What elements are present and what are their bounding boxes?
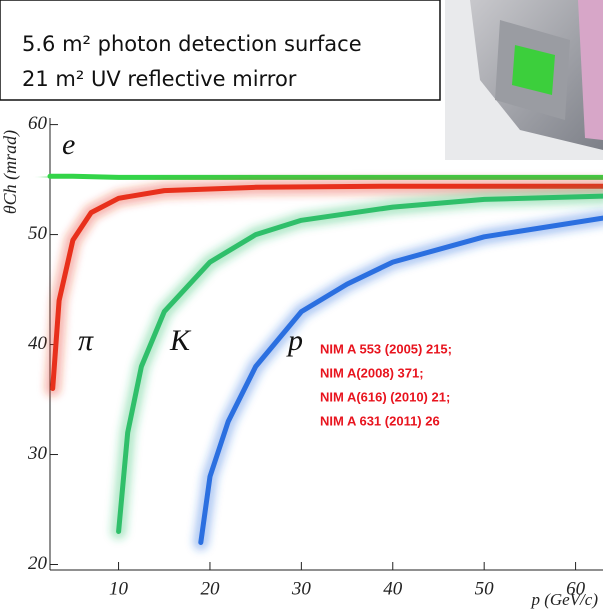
reference: NIM A 553 (2005) 215;: [320, 341, 452, 356]
reference: NIM A(616) (2010) 21;: [320, 389, 450, 404]
x-tick-label: 30: [291, 578, 312, 599]
band: [116, 193, 603, 534]
y-tick-label: 50: [28, 223, 48, 244]
y-tick-label: 40: [28, 333, 48, 354]
x-tick-label: 20: [200, 578, 220, 599]
x-tick-label: 40: [383, 578, 403, 599]
x-axis-label: p (GeV/c): [530, 590, 598, 609]
band: [50, 183, 603, 391]
y-axis-label: θCh (mrad): [0, 130, 21, 214]
particle-label: e: [62, 128, 75, 161]
x-tick-label: 60: [566, 578, 586, 599]
text-box: [0, 0, 441, 101]
reference: NIM A 631 (2011) 26: [320, 413, 440, 428]
x-tick-label: 50: [475, 578, 495, 599]
band: [198, 215, 603, 545]
y-tick-label: 20: [28, 553, 48, 574]
box-line: 5.6 m² photon detection surface: [22, 32, 362, 56]
particle-label: K: [169, 324, 192, 357]
y-tick-label: 30: [27, 443, 48, 464]
box-line: 21 m² UV reflective mirror: [22, 67, 297, 91]
reference: NIM A(2008) 371;: [320, 365, 424, 380]
y-tick-label: 60: [28, 113, 48, 134]
detector-inset: [445, 0, 603, 160]
band: [47, 173, 603, 180]
x-tick-label: 10: [109, 578, 129, 599]
particle-label: π: [78, 324, 94, 357]
particle-label: p: [286, 324, 303, 357]
